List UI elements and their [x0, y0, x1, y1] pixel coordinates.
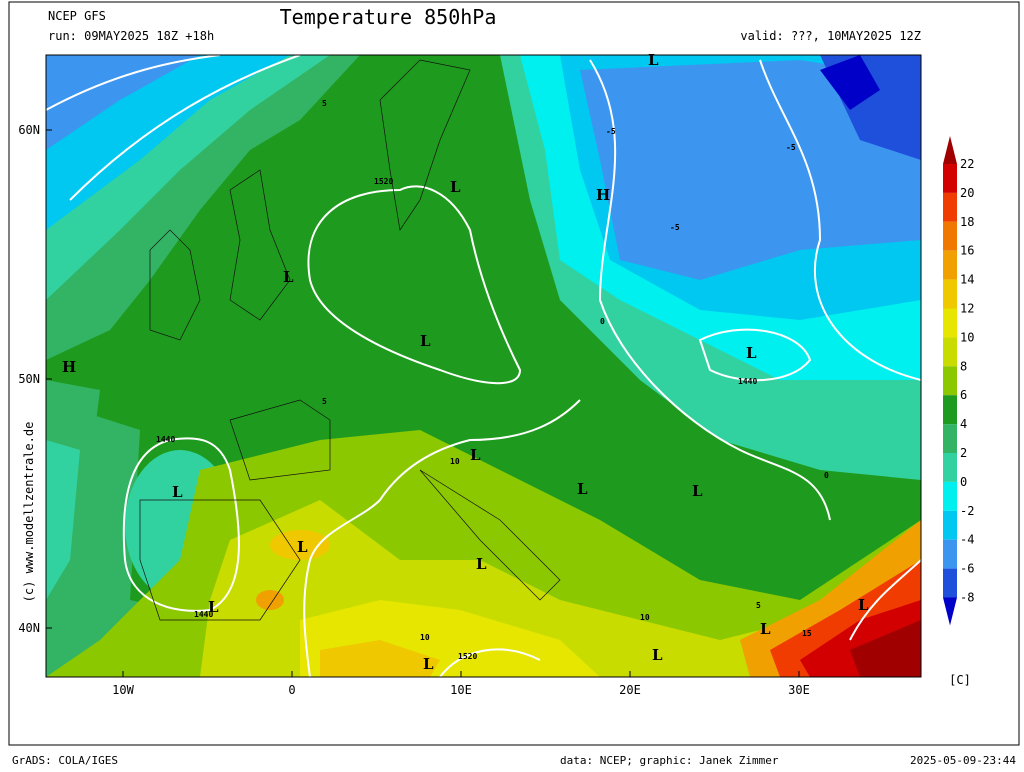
low-marker: L — [746, 344, 757, 362]
high-marker: H — [596, 186, 610, 204]
colorbar-label: 2 — [960, 446, 967, 460]
low-marker: L — [648, 51, 659, 69]
lon-label: 10E — [450, 683, 472, 697]
low-marker: L — [423, 655, 434, 673]
contour-label: 5 — [756, 601, 761, 610]
lon-label: 30E — [788, 683, 810, 697]
colorbar-label: -8 — [960, 591, 974, 605]
low-marker: L — [420, 332, 431, 350]
title: Temperature 850hPa — [280, 5, 497, 29]
lon-label: 0 — [288, 683, 295, 697]
low-marker: L — [172, 483, 183, 501]
contour-label: -5 — [670, 223, 680, 232]
low-marker: L — [692, 482, 703, 500]
colorbar-band — [943, 279, 957, 309]
contour-label: 1440 — [194, 610, 213, 619]
colorbar-band — [943, 481, 957, 511]
colorbar-band — [943, 221, 957, 251]
colorbar-label: 8 — [960, 359, 967, 373]
contour-label: 1440 — [156, 435, 175, 444]
colorbar-label: 4 — [960, 417, 967, 431]
colorbar-band — [943, 453, 957, 482]
contour-label: 10 — [420, 633, 430, 642]
colorbar-unit: [C] — [949, 673, 971, 687]
low-marker: L — [450, 178, 461, 196]
contour-label: 10 — [450, 457, 460, 466]
lon-label: 10W — [112, 683, 134, 697]
outer-frame — [8, 1, 1020, 746]
colorbar-band — [943, 539, 957, 569]
contour-label: -5 — [786, 143, 796, 152]
colorbar-label: -6 — [960, 562, 974, 576]
colorbar-arrow — [943, 136, 957, 164]
colorbar-label: 16 — [960, 244, 974, 258]
colorbar-band — [943, 510, 957, 540]
valid: valid: ???, 10MAY2025 12Z — [740, 29, 921, 43]
lat-label: 60N — [18, 123, 40, 137]
low-marker: L — [297, 538, 308, 556]
colorbar-band — [943, 337, 957, 367]
colorbar-label: 6 — [960, 388, 967, 402]
colorbar-label: -2 — [960, 504, 974, 518]
colorbar-band — [943, 308, 957, 338]
colorbar-label: 14 — [960, 273, 974, 287]
footer-timestamp: 2025-05-09-23:44 — [910, 754, 1016, 767]
colorbar-band — [943, 192, 957, 222]
lat-label: 50N — [18, 372, 40, 386]
colorbar-label: 20 — [960, 186, 974, 200]
watermark: (c) www.modellzentrale.de — [22, 422, 36, 603]
model: NCEP GFS — [48, 9, 106, 23]
colorbar-label: 12 — [960, 302, 974, 316]
contour-label: -5 — [606, 127, 616, 136]
low-marker: L — [858, 596, 869, 614]
contour-label: 15 — [802, 629, 812, 638]
high-marker: H — [62, 358, 76, 376]
colorbar-band — [943, 164, 957, 193]
colorbar-band — [943, 395, 957, 425]
contour-label: 5 — [322, 99, 327, 108]
lon-label: 20E — [619, 683, 641, 697]
contour-label: 1520 — [458, 652, 477, 661]
run: run: 09MAY2025 18Z +18h — [48, 29, 214, 43]
colorbar-band — [943, 424, 957, 453]
contour-label: 5 — [322, 397, 327, 406]
colorbar-arrow — [943, 597, 957, 626]
colorbar-label: 18 — [960, 215, 974, 229]
colorbar-label: -4 — [960, 533, 974, 547]
contour-label: 0 — [600, 317, 605, 326]
low-marker: L — [470, 446, 481, 464]
colorbar-band — [943, 250, 957, 280]
colorbar-label: 22 — [960, 157, 974, 171]
colorbar-label: 10 — [960, 330, 974, 344]
colorbar-label: 0 — [960, 475, 967, 489]
footer-left: GrADS: COLA/IGES — [12, 754, 118, 767]
footer-credit: data: NCEP; graphic: Janek Zimmer — [560, 754, 779, 767]
map-labels: L L L L L L L L L L L L L L L L H H 1520… — [62, 51, 869, 673]
low-marker: L — [652, 646, 663, 664]
contour-label: 1440 — [738, 377, 757, 386]
lat-label: 40N — [18, 621, 40, 635]
contour-label: 10 — [640, 613, 650, 622]
contour-label: 0 — [824, 471, 829, 480]
low-marker: L — [283, 268, 294, 286]
temperature-field — [46, 55, 921, 677]
low-marker: L — [208, 598, 219, 616]
low-marker: L — [577, 480, 588, 498]
low-marker: L — [476, 555, 487, 573]
map-frame — [45, 54, 922, 678]
contour-label: 1520 — [374, 177, 393, 186]
colorbar-band — [943, 568, 957, 598]
colorbar-band — [943, 366, 957, 396]
low-marker: L — [760, 620, 771, 638]
